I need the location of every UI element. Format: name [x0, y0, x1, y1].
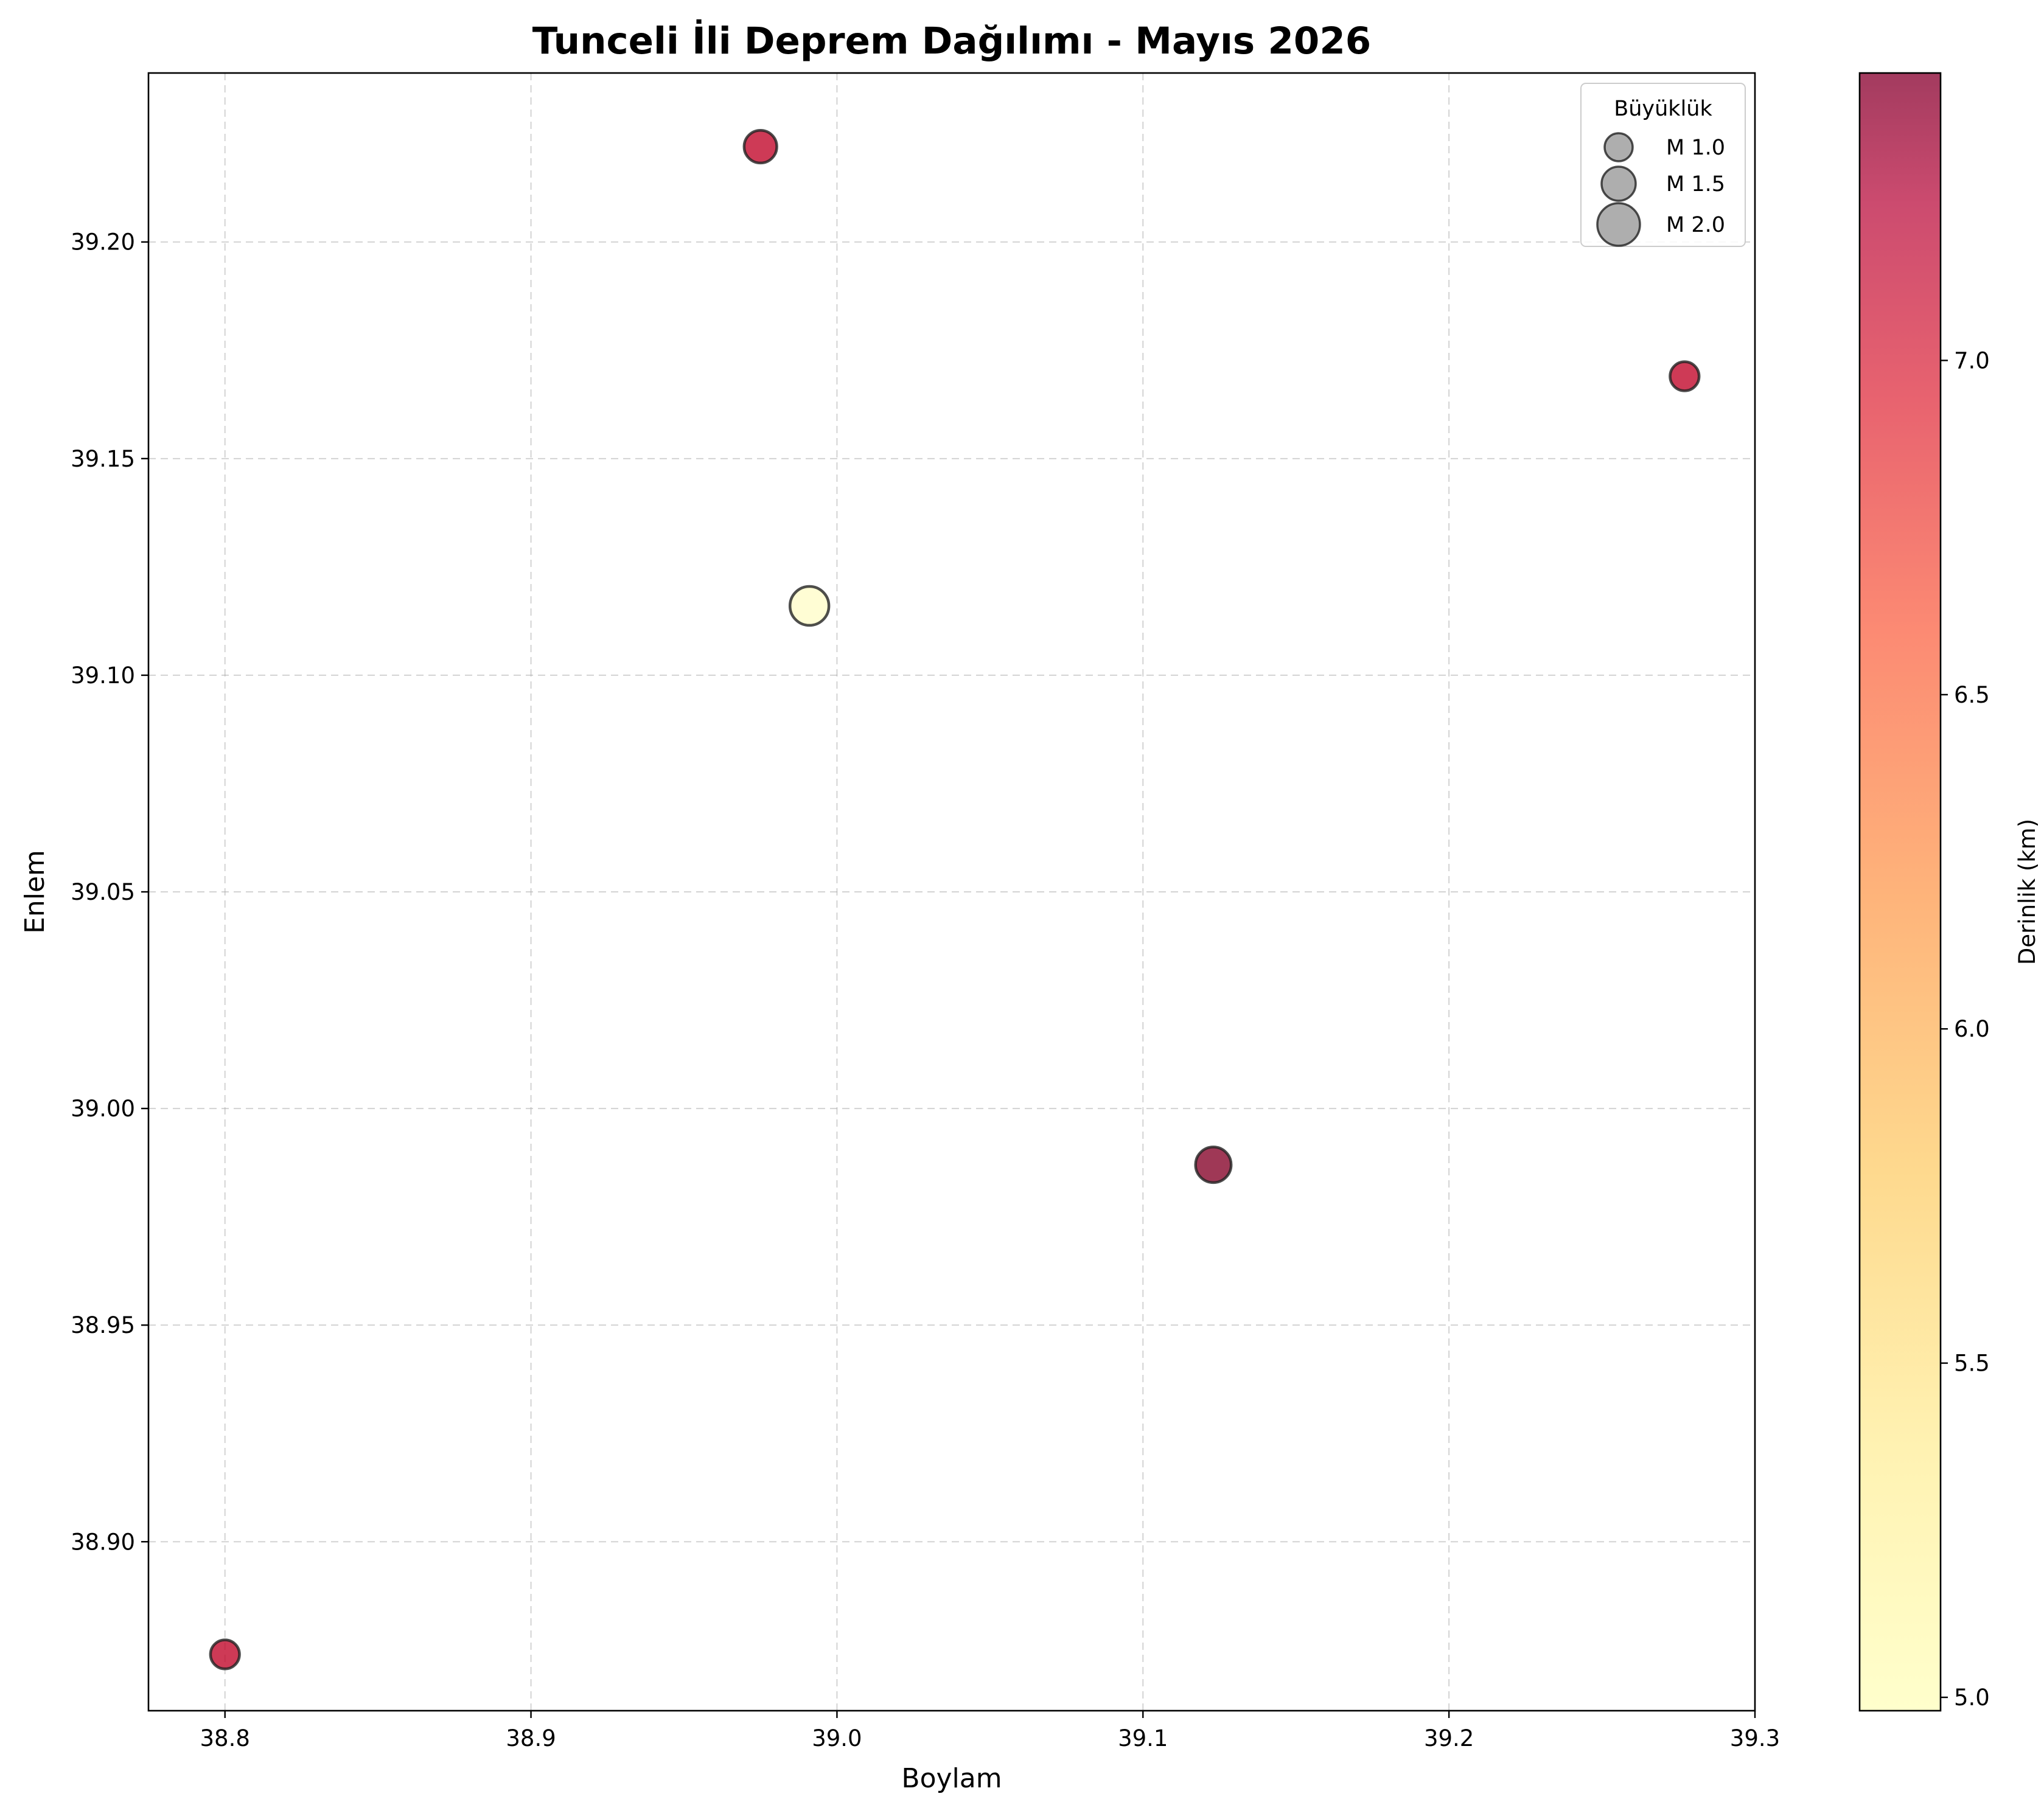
- y-axis-label: Enlem: [19, 850, 51, 934]
- legend-marker: [1603, 132, 1634, 162]
- y-tick-label: 39.15: [71, 446, 135, 472]
- y-tick-label: 38.95: [71, 1312, 135, 1338]
- x-tick-label: 38.9: [506, 1725, 556, 1751]
- earthquake-point: [209, 1638, 241, 1671]
- data-points: [209, 128, 1701, 1671]
- y-tick-label: 39.05: [71, 879, 135, 905]
- colorbar-ticks: 5.0 5.5 6.0 6.5 7.0: [1941, 347, 1990, 1711]
- colorbar-tick-label: 7.0: [1954, 347, 1990, 374]
- earthquake-point: [1194, 1146, 1233, 1184]
- y-axis-ticks: 38.90 38.95 39.00 39.05 39.10 39.15 39.20: [71, 229, 148, 1555]
- colorbar-tick-label: 6.0: [1954, 1016, 1990, 1042]
- colorbar-tick-label: 6.5: [1954, 682, 1990, 708]
- chart-title: Tunceli İli Deprem Dağılımı - Mayıs 2026: [532, 19, 1371, 63]
- x-tick-label: 38.8: [200, 1725, 250, 1751]
- x-tick-label: 39.3: [1730, 1725, 1780, 1751]
- colorbar-label: Derinlik (km): [2014, 819, 2040, 965]
- y-tick-label: 39.20: [71, 229, 135, 256]
- x-tick-label: 39.2: [1424, 1725, 1474, 1751]
- legend-label: M 1.0: [1666, 136, 1725, 160]
- colorbar-gradient: [1858, 72, 1942, 1712]
- colorbar-tick-label: 5.0: [1954, 1685, 1990, 1711]
- y-tick-label: 38.90: [71, 1529, 135, 1555]
- x-tick-label: 39.1: [1118, 1725, 1168, 1751]
- colorbar: 5.0 5.5 6.0 6.5 7.0 Derinlik (km): [1858, 72, 2040, 1712]
- legend-entries: M 1.0 M 1.5 M 2.0: [1596, 132, 1725, 247]
- colorbar-tick-label: 5.5: [1954, 1351, 1990, 1377]
- legend-label: M 2.0: [1666, 213, 1725, 237]
- x-axis-ticks: 38.8 38.9 39.0 39.1 39.2 39.3: [200, 1711, 1780, 1751]
- earthquake-point: [788, 585, 831, 627]
- earthquake-point: [742, 128, 778, 165]
- earthquake-point: [1669, 360, 1701, 392]
- legend-marker: [1596, 202, 1641, 247]
- x-axis-label: Boylam: [901, 1763, 1002, 1794]
- legend-title: Büyüklük: [1614, 97, 1712, 121]
- y-tick-label: 39.10: [71, 663, 135, 689]
- legend-marker: [1600, 165, 1637, 202]
- y-tick-label: 39.00: [71, 1096, 135, 1122]
- size-legend: Büyüklük M 1.0 M 1.5 M 2.0: [1580, 83, 1746, 247]
- grid-lines: [148, 73, 1755, 1711]
- legend-label: M 1.5: [1666, 172, 1725, 196]
- x-tick-label: 39.0: [812, 1725, 862, 1751]
